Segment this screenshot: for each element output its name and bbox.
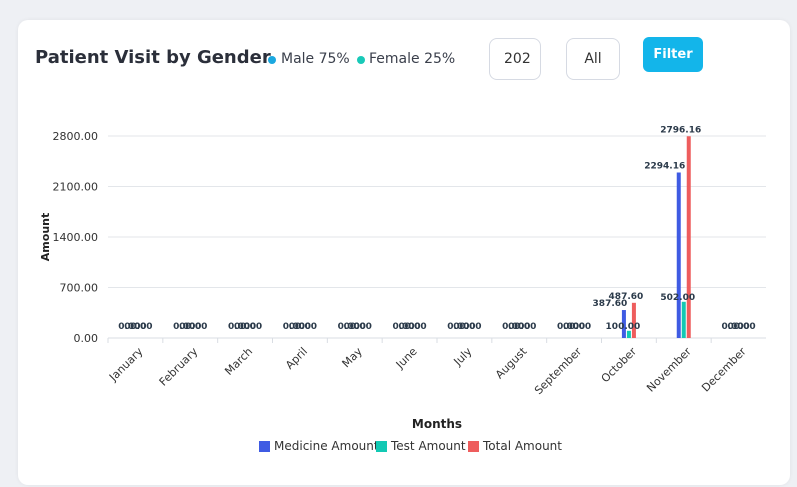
data-label: 0.00 [185,322,207,332]
data-label: 0.00 [459,322,481,332]
data-label: 0.00 [398,322,420,332]
data-label: 502.00 [660,293,695,303]
data-label: 0.00 [569,322,591,332]
data-label: 387.60 [593,299,628,309]
data-label: 0.00 [727,322,749,332]
data-label: 0.00 [733,322,755,332]
female-legend-dot [357,56,365,64]
x-tick-label: June [393,345,420,372]
data-label: 0.00 [344,322,366,332]
data-label: 0.00 [179,322,201,332]
data-label: 0.00 [404,322,426,332]
y-axis-label: Amount [39,213,52,261]
x-tick-label: January [106,345,146,385]
data-label: 0.00 [502,322,524,332]
chart-title: Patient Visit by Gender [35,47,271,68]
data-label: 0.00 [392,322,414,332]
male-legend-label: Male 75% [281,51,350,67]
data-label: 0.00 [350,322,372,332]
data-label: 100.00 [606,322,641,332]
chart-card [18,20,790,485]
legend-swatch [259,441,270,452]
male-legend-dot [268,56,276,64]
data-label: 0.00 [514,322,536,332]
legend-label[interactable]: Medicine Amount [274,439,379,453]
data-label: 0.00 [130,322,152,332]
x-tick-label: July [451,345,475,369]
x-tick-label: October [599,345,640,386]
y-tick-label: 2100.00 [53,181,99,194]
data-label: 0.00 [721,322,743,332]
y-tick-label: 1400.00 [53,231,99,244]
bar-test-amount [626,330,631,338]
filter-button[interactable]: Filter [643,37,703,72]
x-tick-label: September [532,345,585,398]
legend-label[interactable]: Total Amount [483,439,562,453]
data-label: 2294.16 [644,161,685,171]
bar-medicine-amount [676,172,681,338]
legend-swatch [468,441,479,452]
y-tick-label: 2800.00 [53,130,99,143]
data-label: 0.00 [228,322,250,332]
data-label: 0.00 [338,322,360,332]
legend-label[interactable]: Test Amount [391,439,466,453]
gender-select-value: All [584,51,602,67]
data-label: 2796.16 [660,125,701,135]
y-tick-label: 0.00 [74,332,99,345]
data-label: 0.00 [557,322,579,332]
data-label: 0.00 [240,322,262,332]
female-legend-label: Female 25% [369,51,456,67]
x-tick-label: March [222,345,255,378]
data-label: 0.00 [447,322,469,332]
data-label: 0.00 [124,322,146,332]
data-label: 0.00 [118,322,140,332]
x-tick-label: April [283,345,310,372]
data-label: 0.00 [508,322,530,332]
legend-swatch [376,441,387,452]
x-axis-title: Months [412,417,462,431]
year-input[interactable] [489,38,541,80]
bar-test-amount [681,301,686,338]
bar-medicine-amount [621,310,626,338]
data-label: 0.00 [453,322,475,332]
x-tick-label: November [644,345,694,395]
data-label: 0.00 [173,322,195,332]
data-label: 0.00 [563,322,585,332]
x-tick-label: May [340,345,366,371]
gender-select[interactable]: All [566,38,620,80]
bar-total-amount [686,136,691,338]
data-label: 0.00 [295,322,317,332]
data-label: 0.00 [289,322,311,332]
x-tick-label: August [493,344,530,381]
data-label: 0.00 [283,322,305,332]
x-tick-label: February [157,345,201,389]
y-tick-label: 700.00 [60,282,99,295]
bar-total-amount [631,302,636,338]
data-label: 487.60 [609,292,644,302]
x-tick-label: December [699,345,749,395]
data-label: 0.00 [234,322,256,332]
